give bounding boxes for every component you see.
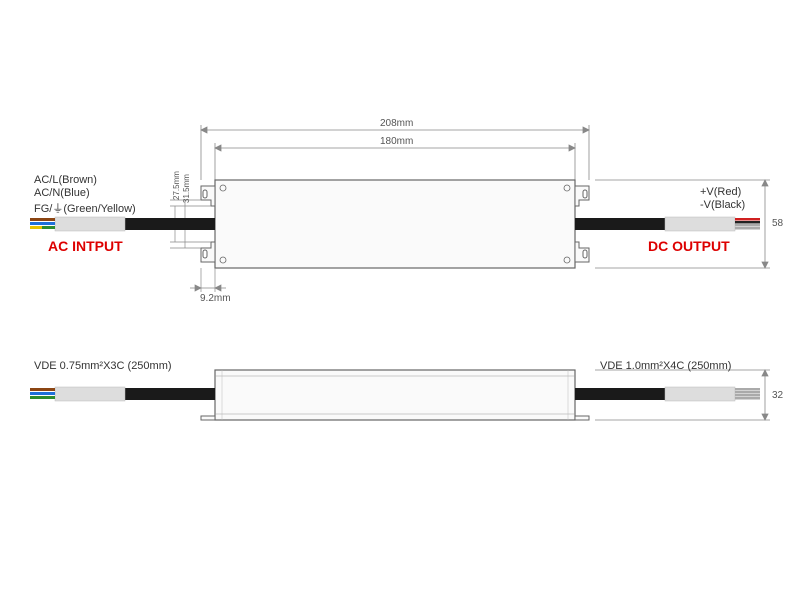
v-neg-label: -V(Black) — [700, 199, 745, 211]
dim-32: 32 — [772, 390, 783, 401]
v-pos-label: +V(Red) — [700, 186, 741, 198]
dim-208: 208mm — [380, 118, 413, 129]
dim-315: 31.5mm — [182, 174, 191, 203]
dc-output-label: DC OUTPUT — [648, 238, 730, 254]
vde-right-label: VDE 1.0mm²X4C (250mm) — [600, 360, 731, 372]
dim-92: 9.2mm — [200, 293, 231, 304]
side-view-drawing — [0, 0, 800, 600]
dim-275: 27.5mm — [172, 171, 181, 200]
vde-left-label: VDE 0.75mm²X3C (250mm) — [34, 360, 172, 372]
fg-label: FG/⏚(Green/Yellow) — [34, 200, 136, 216]
ac-n-label: AC/N(Blue) — [34, 187, 90, 199]
ac-l-label: AC/L(Brown) — [34, 174, 97, 186]
dim-180: 180mm — [380, 136, 413, 147]
dim-58: 58 — [772, 218, 783, 229]
ac-input-label: AC INTPUT — [48, 238, 123, 254]
